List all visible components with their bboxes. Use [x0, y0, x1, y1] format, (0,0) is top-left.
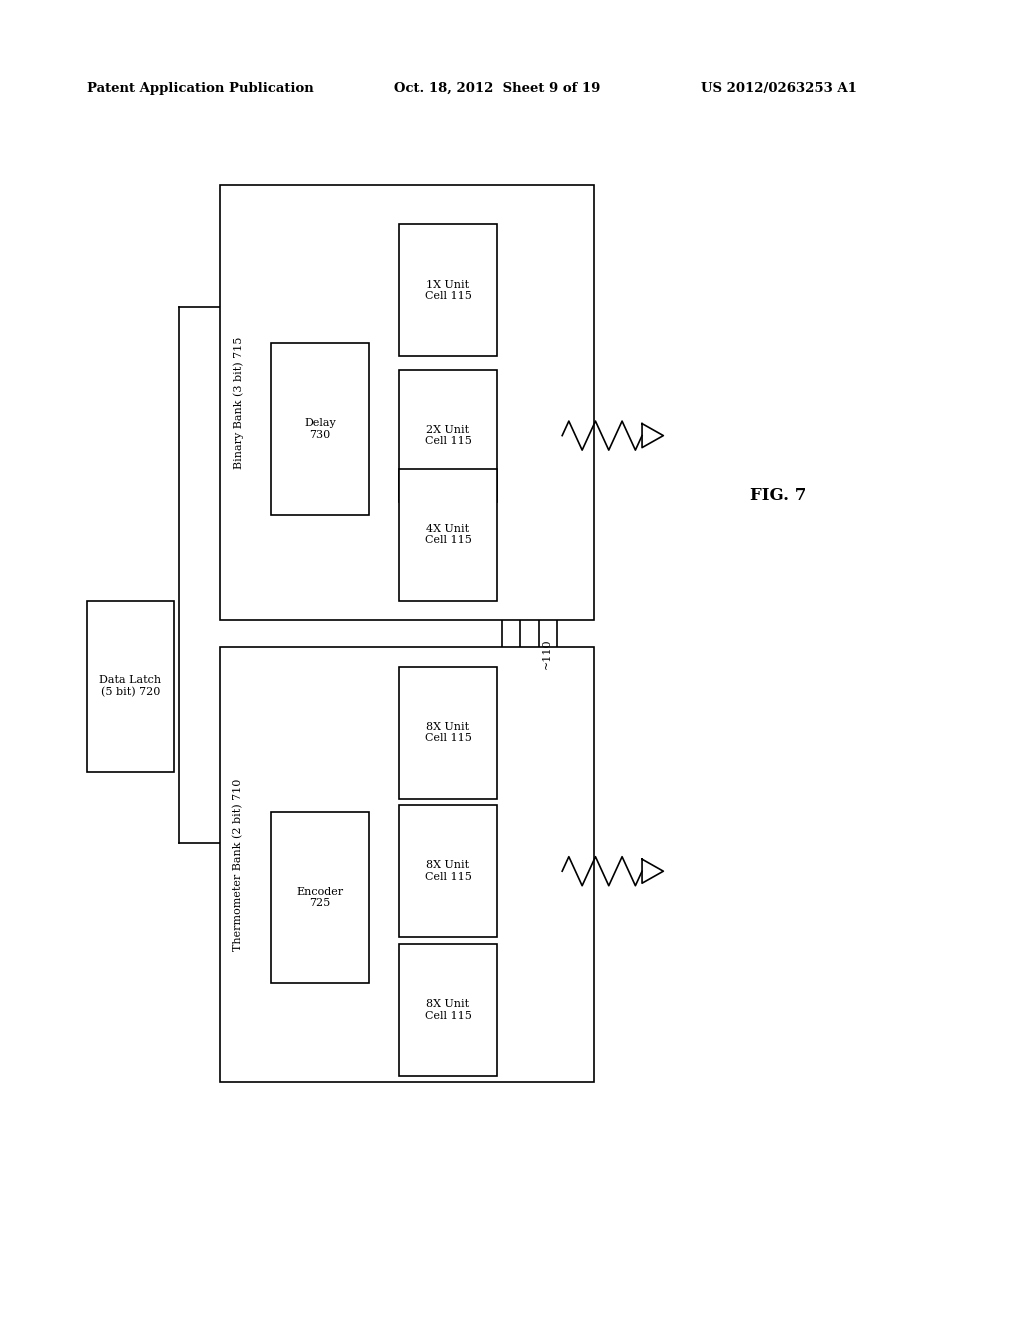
Text: 8X Unit
Cell 115: 8X Unit Cell 115 — [425, 861, 471, 882]
Text: Encoder
725: Encoder 725 — [296, 887, 344, 908]
Bar — [271, 812, 369, 983]
Text: Delay
730: Delay 730 — [304, 418, 336, 440]
Bar — [399, 805, 497, 937]
Text: 8X Unit
Cell 115: 8X Unit Cell 115 — [425, 722, 471, 743]
Text: Binary Bank (3 bit) 715: Binary Bank (3 bit) 715 — [233, 337, 244, 469]
Text: 2X Unit
Cell 115: 2X Unit Cell 115 — [425, 425, 471, 446]
Bar — [220, 647, 594, 1082]
Text: 1X Unit
Cell 115: 1X Unit Cell 115 — [425, 280, 471, 301]
Text: 8X Unit
Cell 115: 8X Unit Cell 115 — [425, 999, 471, 1020]
Bar — [220, 185, 594, 620]
Text: Data Latch
(5 bit) 720: Data Latch (5 bit) 720 — [99, 676, 162, 697]
Text: Patent Application Publication: Patent Application Publication — [87, 82, 313, 95]
Text: ~110: ~110 — [542, 638, 552, 669]
Bar — [271, 343, 369, 515]
Text: US 2012/0263253 A1: US 2012/0263253 A1 — [701, 82, 857, 95]
Bar — [399, 944, 497, 1076]
Bar — [399, 469, 497, 601]
Text: Oct. 18, 2012  Sheet 9 of 19: Oct. 18, 2012 Sheet 9 of 19 — [394, 82, 601, 95]
Bar — [399, 370, 497, 502]
Bar — [399, 667, 497, 799]
Text: FIG. 7: FIG. 7 — [750, 487, 807, 503]
Bar — [399, 224, 497, 356]
Text: Thermometer Bank (2 bit) 710: Thermometer Bank (2 bit) 710 — [233, 779, 244, 950]
Bar — [87, 601, 174, 772]
Text: 4X Unit
Cell 115: 4X Unit Cell 115 — [425, 524, 471, 545]
